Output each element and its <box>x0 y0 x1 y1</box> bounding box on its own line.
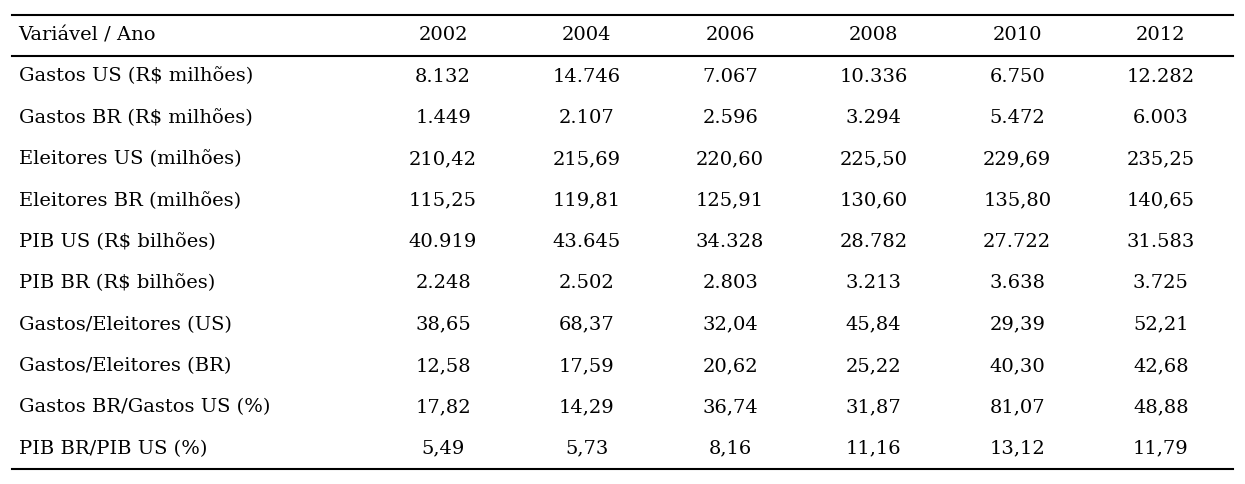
Text: 119,81: 119,81 <box>553 192 621 210</box>
Text: 12,58: 12,58 <box>416 357 471 375</box>
Text: 7.067: 7.067 <box>702 68 758 86</box>
Text: Gastos BR/Gastos US (%): Gastos BR/Gastos US (%) <box>19 398 270 416</box>
Text: Gastos/Eleitores (US): Gastos/Eleitores (US) <box>19 316 232 334</box>
Text: Gastos BR (R$ milhões): Gastos BR (R$ milhões) <box>19 109 253 127</box>
Text: 8.132: 8.132 <box>415 68 471 86</box>
Text: 17,82: 17,82 <box>416 398 471 416</box>
Text: 38,65: 38,65 <box>415 316 471 334</box>
Text: 125,91: 125,91 <box>696 192 764 210</box>
Text: 3.294: 3.294 <box>845 109 901 127</box>
Text: PIB BR (R$ bilhões): PIB BR (R$ bilhões) <box>19 274 215 292</box>
Text: 43.645: 43.645 <box>553 233 621 251</box>
Text: 11,16: 11,16 <box>845 440 901 458</box>
Text: 140,65: 140,65 <box>1127 192 1195 210</box>
Text: 12.282: 12.282 <box>1127 68 1195 86</box>
Text: 11,79: 11,79 <box>1133 440 1189 458</box>
Text: Eleitores US (milhões): Eleitores US (milhões) <box>19 150 242 168</box>
Text: 14.746: 14.746 <box>553 68 621 86</box>
Text: 1.449: 1.449 <box>415 109 471 127</box>
Text: 28.782: 28.782 <box>839 233 908 251</box>
Text: 29,39: 29,39 <box>990 316 1046 334</box>
Text: 3.638: 3.638 <box>990 274 1046 292</box>
Text: 2.596: 2.596 <box>702 109 758 127</box>
Text: 20,62: 20,62 <box>702 357 758 375</box>
Text: 2.803: 2.803 <box>702 274 758 292</box>
Text: 68,37: 68,37 <box>559 316 615 334</box>
Text: 5,49: 5,49 <box>421 440 464 458</box>
Text: 2.248: 2.248 <box>415 274 471 292</box>
Text: 2002: 2002 <box>418 26 468 44</box>
Text: 3.725: 3.725 <box>1133 274 1189 292</box>
Text: 14,29: 14,29 <box>559 398 615 416</box>
Text: 40,30: 40,30 <box>990 357 1045 375</box>
Text: 3.213: 3.213 <box>845 274 901 292</box>
Text: 34.328: 34.328 <box>696 233 764 251</box>
Text: 2010: 2010 <box>992 26 1042 44</box>
Text: 6.750: 6.750 <box>990 68 1045 86</box>
Text: 52,21: 52,21 <box>1133 316 1189 334</box>
Text: 31,87: 31,87 <box>845 398 901 416</box>
Text: PIB BR/PIB US (%): PIB BR/PIB US (%) <box>19 440 207 458</box>
Text: 2012: 2012 <box>1135 26 1185 44</box>
Text: 2.502: 2.502 <box>559 274 615 292</box>
Text: Gastos/Eleitores (BR): Gastos/Eleitores (BR) <box>19 357 232 375</box>
Text: 5,73: 5,73 <box>565 440 609 458</box>
Text: 8,16: 8,16 <box>708 440 752 458</box>
Text: 5.472: 5.472 <box>990 109 1045 127</box>
Text: 48,88: 48,88 <box>1133 398 1189 416</box>
Text: 42,68: 42,68 <box>1133 357 1189 375</box>
Text: 2.107: 2.107 <box>559 109 615 127</box>
Text: 135,80: 135,80 <box>984 192 1051 210</box>
Text: PIB US (R$ bilhões): PIB US (R$ bilhões) <box>19 233 215 251</box>
Text: Eleitores BR (milhões): Eleitores BR (milhões) <box>19 192 240 210</box>
Text: 235,25: 235,25 <box>1127 150 1195 168</box>
Text: 210,42: 210,42 <box>410 150 477 168</box>
Text: 13,12: 13,12 <box>990 440 1045 458</box>
Text: 6.003: 6.003 <box>1133 109 1189 127</box>
Text: 32,04: 32,04 <box>702 316 758 334</box>
Text: Gastos US (R$ milhões): Gastos US (R$ milhões) <box>19 68 253 86</box>
Text: 17,59: 17,59 <box>559 357 615 375</box>
Text: 225,50: 225,50 <box>839 150 908 168</box>
Text: 2004: 2004 <box>561 26 611 44</box>
Text: 2008: 2008 <box>849 26 899 44</box>
Text: 40.919: 40.919 <box>408 233 477 251</box>
Text: 25,22: 25,22 <box>845 357 901 375</box>
Text: 45,84: 45,84 <box>845 316 901 334</box>
Text: 2006: 2006 <box>706 26 754 44</box>
Text: 215,69: 215,69 <box>553 150 621 168</box>
Text: 10.336: 10.336 <box>839 68 908 86</box>
Text: 229,69: 229,69 <box>984 150 1051 168</box>
Text: 220,60: 220,60 <box>696 150 764 168</box>
Text: 31.583: 31.583 <box>1127 233 1195 251</box>
Text: Variável / Ano: Variável / Ano <box>19 26 156 44</box>
Text: 36,74: 36,74 <box>702 398 758 416</box>
Text: 130,60: 130,60 <box>839 192 908 210</box>
Text: 27.722: 27.722 <box>984 233 1051 251</box>
Text: 81,07: 81,07 <box>990 398 1045 416</box>
Text: 115,25: 115,25 <box>410 192 477 210</box>
